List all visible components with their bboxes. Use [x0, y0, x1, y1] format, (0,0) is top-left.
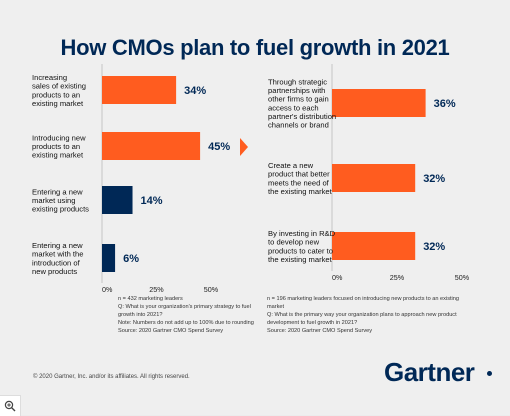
- note-line: Note: Numbers do not add up to 100% due …: [118, 320, 254, 326]
- right-bar: [332, 232, 416, 260]
- category-label-line: access to each: [268, 103, 319, 112]
- category-label-line: existing market: [32, 99, 84, 108]
- category-label-line: introduction of: [32, 258, 81, 267]
- left-category-label: Introducing new products to an existing ma…: [32, 133, 86, 159]
- left-value-label: 45%: [208, 141, 230, 153]
- left-notes: n = 432 marketing leaders Q: What is you…: [118, 295, 268, 335]
- category-label-line: Through strategic: [268, 78, 327, 87]
- category-label-line: the existing market: [268, 255, 333, 264]
- category-label-line: market with the: [32, 250, 84, 259]
- left-category-label: Entering a new market with the introductio…: [32, 241, 84, 276]
- right-bar: [332, 89, 426, 117]
- right-tick-label: 50%: [455, 273, 470, 282]
- category-label-line: partnerships with: [268, 86, 325, 95]
- category-label-line: Create a new: [268, 161, 314, 170]
- category-label-line: channels or brand: [268, 121, 329, 130]
- note-line: Q: What is your organization's primary s…: [118, 304, 251, 318]
- right-category-label: By investing in R&D to develop new product…: [268, 229, 336, 264]
- left-value-label: 34%: [184, 85, 206, 97]
- right-bar: [332, 164, 416, 192]
- zoom-in-button[interactable]: [0, 395, 21, 416]
- right-tick-label: 0%: [332, 273, 343, 282]
- left-tick-label: 0%: [102, 285, 113, 294]
- right-value-label: 32%: [423, 241, 445, 253]
- category-label-line: Increasing: [32, 73, 67, 82]
- category-label-line: other firms to gain: [268, 95, 329, 104]
- zoom-in-icon: [4, 400, 16, 412]
- note-line: Source: 2020 Gartner CMO Spend Survey: [118, 328, 224, 334]
- right-notes: n = 196 marketing leaders focused on int…: [267, 295, 477, 335]
- category-label-line: Introducing new: [32, 133, 86, 142]
- category-label-line: product that better: [268, 170, 330, 179]
- right-value-label: 36%: [434, 98, 456, 110]
- arrow-right-icon: [240, 138, 248, 156]
- category-label-line: the existing market: [268, 187, 333, 196]
- right-tick-label: 25%: [390, 273, 405, 282]
- left-value-label: 6%: [123, 253, 139, 265]
- note-line: n = 196 marketing leaders focused on int…: [267, 296, 460, 310]
- left-category-label: Entering a new market using existing produ…: [32, 187, 89, 213]
- category-label-line: products to an: [32, 90, 80, 99]
- right-category-label: Create a new product that better meets the…: [268, 161, 333, 196]
- left-tick-label: 25%: [149, 285, 164, 294]
- category-label-line: meets the need of: [268, 178, 330, 187]
- category-label-line: market using: [32, 196, 75, 205]
- category-label-line: By investing in R&D: [268, 229, 336, 238]
- note-line: Q: What is the primary way your organiza…: [267, 312, 457, 326]
- left-bar: [102, 132, 201, 160]
- left-category-label: Increasing sales of existing products to a…: [32, 73, 86, 108]
- right-value-label: 32%: [423, 173, 445, 185]
- right-category-label: Through strategic partnerships with other …: [268, 78, 336, 130]
- category-label-line: products to cater to: [268, 246, 333, 255]
- category-label-line: new products: [32, 267, 77, 276]
- left-value-label: 14%: [141, 195, 163, 207]
- left-tick-label: 50%: [204, 285, 219, 294]
- left-bar: [102, 186, 133, 214]
- note-line: Source: 2020 Gartner CMO Spend Survey: [267, 328, 373, 334]
- category-label-line: existing products: [32, 205, 89, 214]
- category-label-line: sales of existing: [32, 82, 86, 91]
- left-bar: [102, 244, 116, 272]
- left-bar: [102, 76, 177, 104]
- category-label-line: Entering a new: [32, 187, 83, 196]
- page-title: How CMOs plan to fuel growth in 2021: [60, 35, 450, 60]
- category-label-line: to develop new: [268, 238, 320, 247]
- category-label-line: Entering a new: [32, 241, 83, 250]
- category-label-line: partner's distribution: [268, 112, 336, 121]
- note-line: n = 432 marketing leaders: [118, 296, 183, 302]
- gartner-logo: Gartner: [384, 357, 475, 387]
- category-label-line: products to an: [32, 142, 80, 151]
- logo-dot: [487, 371, 492, 376]
- copyright-text: © 2020 Gartner, Inc. and/or its affiliat…: [33, 374, 190, 380]
- category-label-line: existing market: [32, 151, 84, 160]
